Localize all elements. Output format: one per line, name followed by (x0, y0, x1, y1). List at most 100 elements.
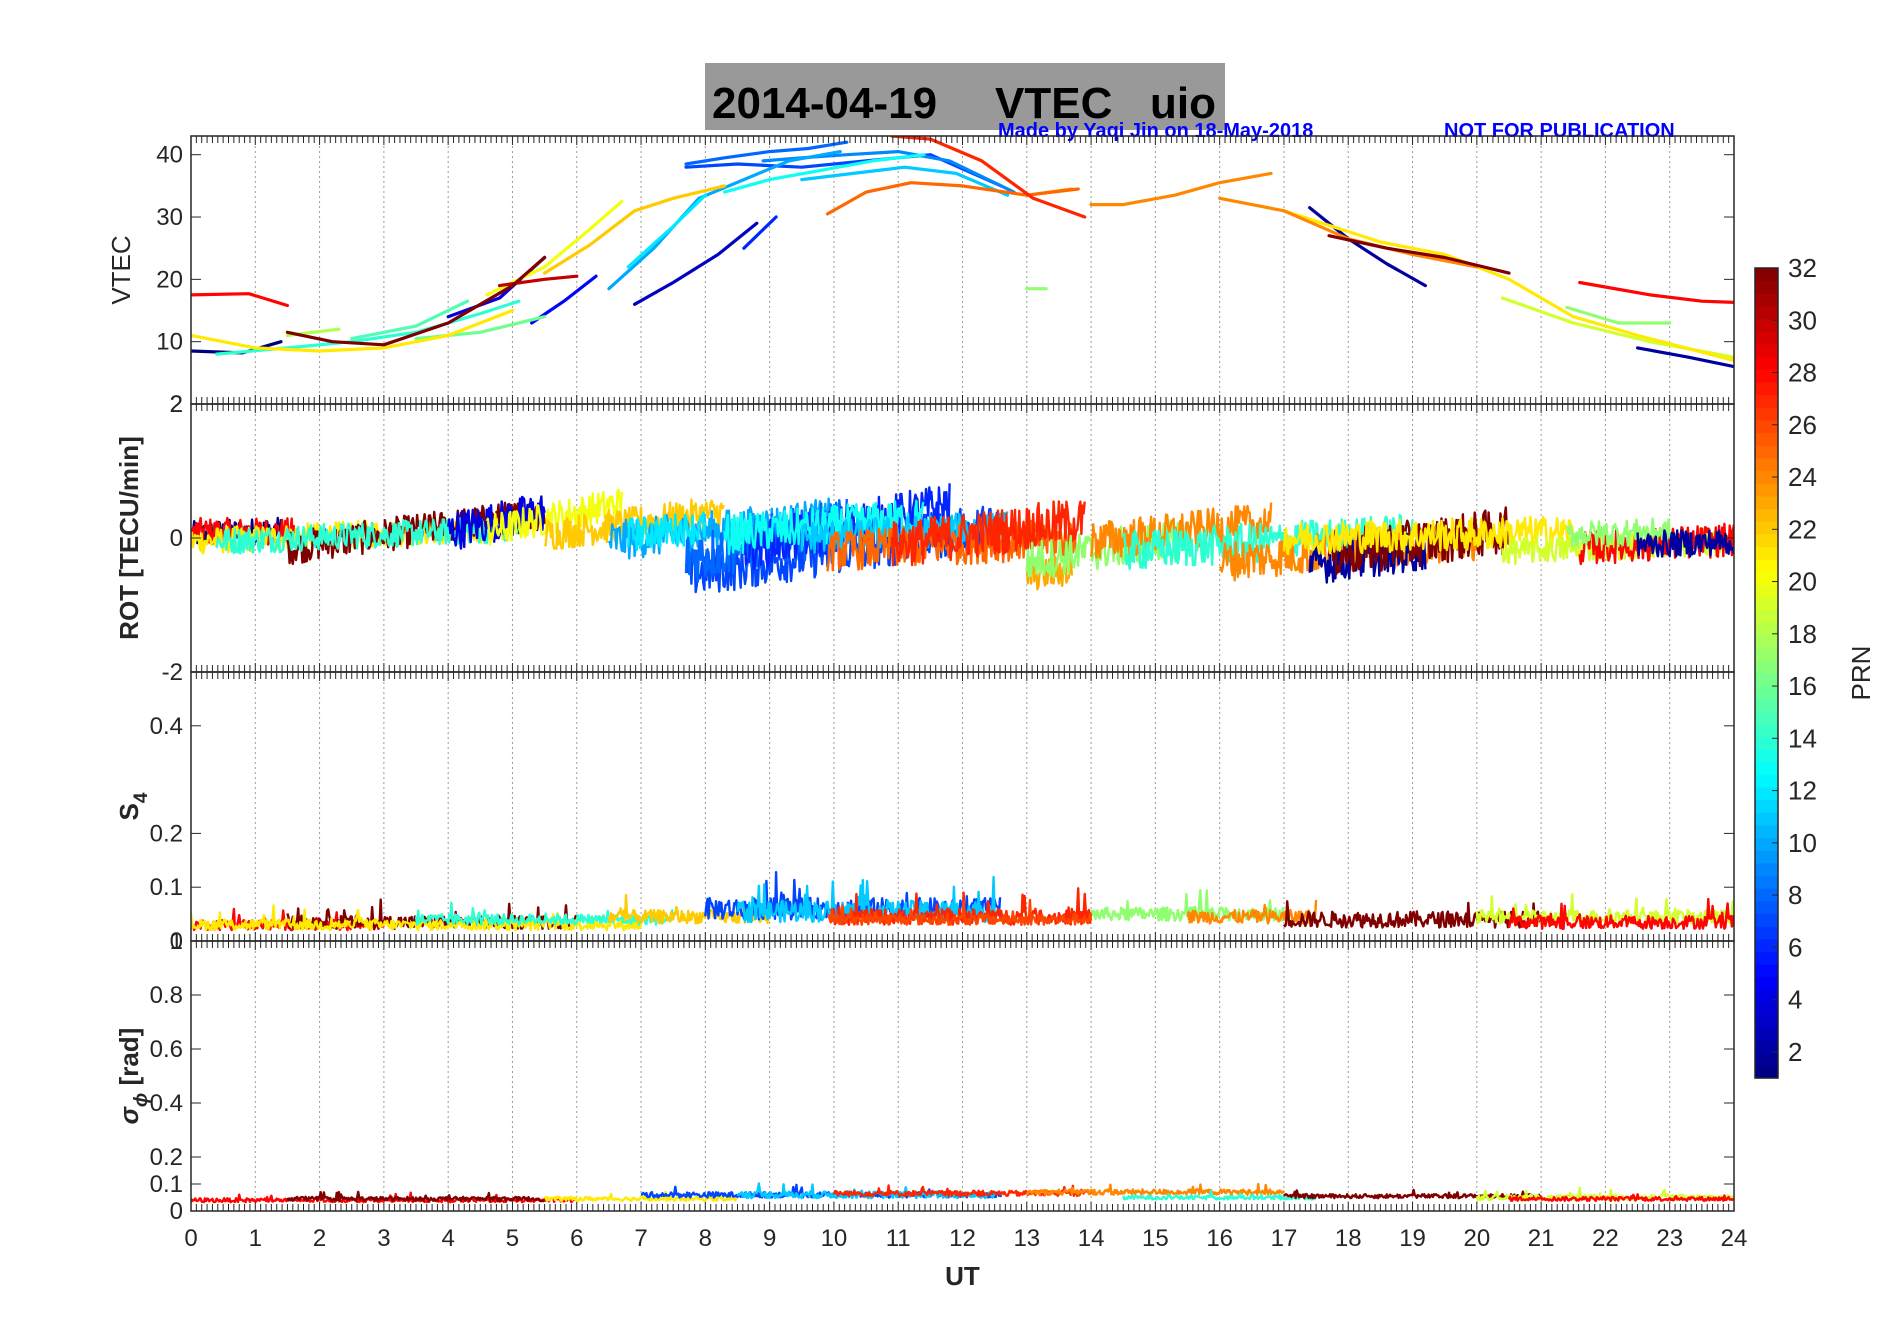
colorbar-swatch (1755, 407, 1778, 421)
title-background (705, 63, 1225, 130)
x-tick-label: 19 (1399, 1225, 1426, 1252)
colorbar-swatch (1755, 888, 1778, 902)
x-tick-label: 16 (1206, 1225, 1233, 1252)
colorbar-swatch (1755, 786, 1778, 801)
y-axis: 2 0 -2 (162, 391, 1734, 686)
colorbar-tick-label: 16 (1788, 671, 1817, 701)
series-prn-2 (1635, 346, 1734, 369)
colorbar-swatch (1755, 559, 1778, 573)
colorbar-swatch (1755, 698, 1778, 712)
x-tick-label: 13 (1013, 1225, 1040, 1252)
colorbar-swatch (1755, 951, 1778, 965)
y-tick-label: 1 (170, 928, 183, 955)
x-minor-ticks (190, 404, 1735, 672)
x-tick-label: 9 (763, 1225, 776, 1252)
x-axis-label: UT (945, 1261, 980, 1291)
colorbar-swatch (1755, 280, 1778, 294)
series-prn-25 (825, 181, 1080, 216)
y-tick-label: 2 (170, 391, 183, 418)
y-tick-label: 0.8 (150, 982, 183, 1009)
colorbar-swatch (1755, 736, 1778, 750)
series-prn-6 (742, 215, 778, 250)
x-tick-label: 11 (886, 1225, 911, 1252)
x-tick-label: 3 (377, 1225, 390, 1252)
colorbar-tick-label: 28 (1788, 358, 1817, 388)
colorbar-swatch (1755, 622, 1778, 636)
colorbar-swatch (1755, 1014, 1778, 1028)
colorbar-swatch (1755, 293, 1778, 307)
colorbar-swatch (1755, 862, 1778, 877)
x-tick-label: 7 (634, 1225, 647, 1252)
colorbar-swatch (1755, 723, 1778, 737)
colorbar-swatch (1755, 533, 1778, 548)
trace-prn-26 (826, 898, 1093, 927)
x-tick-label: 18 (1335, 1225, 1362, 1252)
colorbar-swatch (1755, 1040, 1778, 1054)
colorbar-tick-label: 12 (1788, 776, 1817, 806)
x-tick-label: 6 (570, 1225, 583, 1252)
colorbar-swatch (1755, 938, 1778, 953)
series-prn-21 (191, 308, 515, 353)
colorbar-tick-label: 10 (1788, 828, 1817, 858)
colorbar-frame (1754, 267, 1779, 1079)
colorbar-swatch (1755, 305, 1778, 320)
colorbar-swatch (1755, 875, 1778, 889)
y-tick-label: -2 (162, 659, 183, 686)
colorbar-swatch (1755, 685, 1778, 699)
series-prn-20 (485, 199, 624, 297)
trace-prn-2 (1636, 529, 1734, 558)
colorbar-swatch (1755, 710, 1778, 725)
colorbar-swatch (1755, 926, 1778, 940)
trace-prn-22 (543, 498, 725, 550)
panel-vtec: 10 20 30 40 2 VTEC (106, 135, 1735, 418)
colorbar-swatch (1755, 812, 1778, 826)
colorbar-swatch (1755, 647, 1778, 661)
series-prn-13 (722, 153, 926, 194)
colorbar-swatch (1755, 761, 1778, 775)
data-layer (191, 1182, 1734, 1204)
colorbar-swatch (1755, 900, 1778, 915)
x-tick-label: 15 (1142, 1225, 1169, 1252)
colorbar-swatch (1755, 913, 1778, 927)
x-tick-label: 2 (313, 1225, 326, 1252)
y-tick-label: 0.4 (150, 1090, 183, 1117)
trace-prn-28 (1507, 897, 1734, 931)
colorbar-swatch (1755, 660, 1778, 674)
x-tick-label: 5 (506, 1225, 519, 1252)
colorbar-tick-label: 4 (1788, 985, 1802, 1015)
series-prn-22 (542, 184, 727, 275)
colorbar-swatch (1755, 521, 1778, 535)
colorbar-swatch (1755, 394, 1778, 408)
data-layer (191, 136, 1734, 369)
x-tick-label: 22 (1592, 1225, 1619, 1252)
series-prn-24 (1089, 171, 1273, 207)
colorbar-swatch (1755, 419, 1778, 434)
series-prn-15 (350, 299, 470, 341)
colorbar-swatch (1755, 1027, 1778, 1041)
trace-prn-14 (414, 901, 675, 926)
colorbar-tick-label: 22 (1788, 514, 1817, 544)
colorbar-swatch (1755, 546, 1778, 560)
series-prn-19 (1500, 296, 1734, 359)
colorbar-tick-label: 26 (1788, 410, 1817, 440)
trace-prn-14 (1122, 1189, 1317, 1201)
x-tick-label: 0 (184, 1225, 197, 1252)
series-prn-10 (607, 150, 842, 291)
data-layer (191, 483, 1734, 594)
trace-prn-24 (1025, 1182, 1285, 1197)
series-prn-28 (1578, 280, 1734, 304)
series-prn-7 (684, 153, 1003, 188)
colorbar-swatch (1755, 457, 1778, 472)
colorbar-swatch (1755, 609, 1778, 623)
colorbar-swatch (1755, 571, 1778, 586)
title-date: 2014-04-19 (712, 79, 937, 128)
colorbar-tick-label: 30 (1788, 305, 1817, 335)
x-minor-ticks (190, 136, 1735, 404)
colorbar-swatch (1755, 369, 1778, 383)
panel-rot: 2 0 -2 ROT [TECU/min] (114, 391, 1735, 686)
colorbar-swatch (1755, 774, 1778, 788)
panel-s4: 0.1 0.2 0.4 0 S4 (114, 671, 1735, 955)
series-prn-32 (285, 255, 547, 347)
